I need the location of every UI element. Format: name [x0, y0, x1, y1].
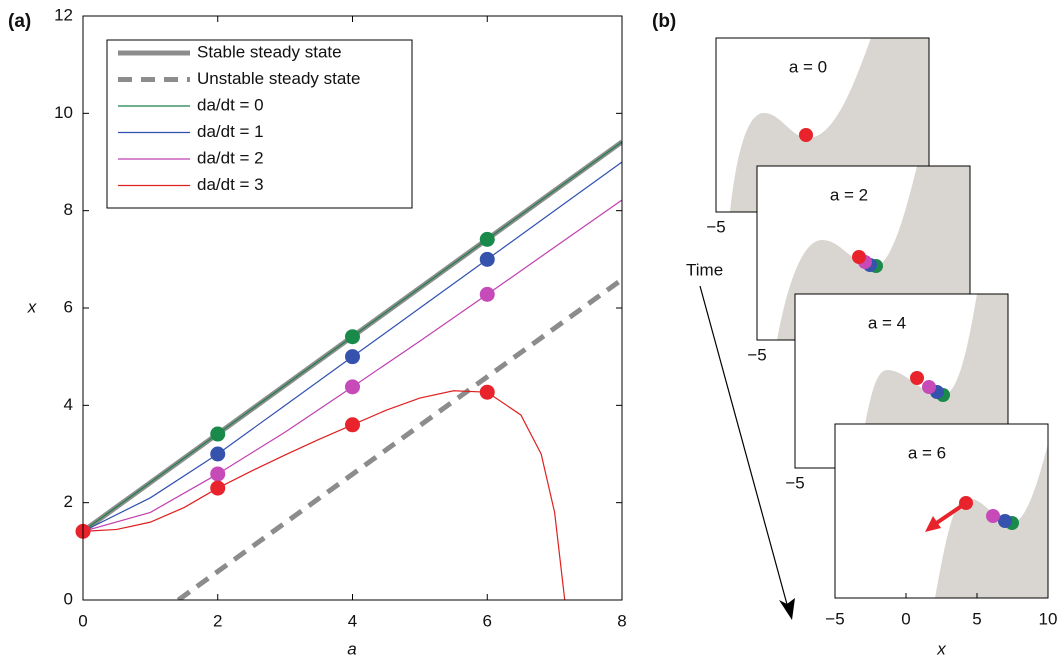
- y-tick-label: 12: [54, 5, 73, 24]
- legend-label: da/dt = 1: [197, 122, 264, 141]
- legend-label: Stable steady state: [197, 42, 342, 61]
- data-point: [210, 446, 226, 462]
- ball: [922, 380, 936, 394]
- landscape-panels: a = 0 −5 a = 2 −5 a = 4 −5 a = 6 −5 0 5 10 x Time: [686, 37, 1058, 658]
- x-tick-label: −5: [747, 345, 766, 364]
- data-point: [210, 466, 226, 482]
- x-tick-label: 5: [972, 609, 981, 628]
- legend-label: da/dt = 2: [197, 148, 264, 167]
- panel-title: a = 0: [789, 57, 827, 76]
- x-tick-label: −5: [825, 609, 844, 628]
- x-tick-label: 8: [617, 611, 626, 630]
- ball: [998, 514, 1012, 528]
- data-point: [479, 231, 495, 247]
- time-arrowhead: [779, 598, 795, 620]
- data-point: [479, 286, 495, 302]
- ball: [852, 250, 866, 264]
- x-tick-label: −5: [785, 473, 804, 492]
- plot-frame: [82, 15, 623, 601]
- data-point: [210, 480, 226, 496]
- arrow-head: [925, 516, 941, 532]
- x-axis-label: x: [936, 639, 946, 658]
- panel-label: (a): [8, 11, 31, 32]
- panel-title: a = 2: [830, 185, 868, 204]
- x-tick-label: 0: [901, 609, 910, 628]
- panel-title: a = 6: [908, 443, 946, 462]
- legend-box: [106, 39, 413, 209]
- ball: [959, 496, 973, 510]
- data-point: [345, 329, 360, 345]
- y-tick-label: 4: [64, 395, 73, 414]
- y-tick-label: 10: [54, 103, 73, 122]
- y-axis-label: x: [27, 297, 37, 316]
- x-tick-label: −5: [706, 217, 725, 236]
- landscape-panel: a = 6: [834, 423, 1049, 599]
- data-point: [479, 251, 495, 267]
- panel-title: a = 4: [868, 313, 906, 332]
- x-tick-label: 6: [483, 611, 492, 630]
- x-tick-label: 2: [213, 611, 222, 630]
- panel-frame: [834, 423, 1049, 599]
- data-point: [479, 384, 495, 400]
- data-point: [345, 417, 360, 433]
- time-label: Time: [686, 260, 723, 279]
- data-point: [345, 379, 360, 395]
- ball: [799, 128, 813, 142]
- panel-label: (b): [652, 11, 676, 32]
- data-point: [345, 349, 360, 365]
- x-axis-label: a: [347, 639, 356, 658]
- ball: [986, 509, 1000, 523]
- x-tick-label: 0: [78, 611, 87, 630]
- legend-label: da/dt = 0: [197, 95, 264, 114]
- time-arrow: [699, 285, 789, 609]
- legend-label: da/dt = 3: [197, 175, 264, 194]
- x-tick-label: 10: [1039, 609, 1058, 628]
- data-point: [210, 426, 226, 442]
- ball: [910, 371, 924, 385]
- y-tick-label: 0: [64, 589, 73, 608]
- y-tick-label: 8: [64, 200, 73, 219]
- legend-label: Unstable steady state: [197, 69, 360, 88]
- y-tick-label: 2: [64, 492, 73, 511]
- x-tick-label: 4: [348, 611, 357, 630]
- y-tick-label: 6: [64, 297, 73, 316]
